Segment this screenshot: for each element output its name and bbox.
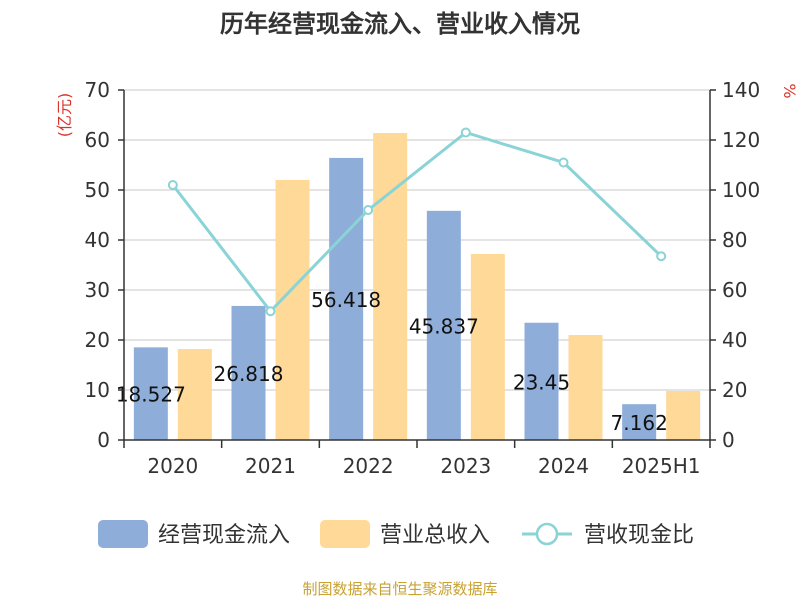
footer-source: 制图数据来自恒生聚源数据库 xyxy=(302,580,497,598)
y-left-tick-label: 20 xyxy=(85,328,110,352)
legend-swatch-cash-inflow xyxy=(98,520,148,548)
y-right-tick-label: 100 xyxy=(722,178,760,202)
bar-cash-inflow xyxy=(426,210,461,440)
chart-title: 历年经营现金流入、营业收入情况 xyxy=(220,10,580,38)
x-tick-label: 2023 xyxy=(440,454,491,478)
y-right-tick-label: 80 xyxy=(722,228,747,252)
data-label: 56.418 xyxy=(311,288,381,312)
bar-revenue xyxy=(470,254,505,440)
line-series xyxy=(167,127,667,317)
legend-label-ratio: 营收现金比 xyxy=(584,523,694,548)
bar-cash-inflow xyxy=(524,322,559,440)
bar-revenue xyxy=(666,391,701,440)
bar-revenue xyxy=(373,133,408,440)
y-right-tick-label: 0 xyxy=(722,428,735,452)
bar-cash-inflow xyxy=(622,404,657,440)
axes xyxy=(123,90,711,441)
y-right-tick-label: 60 xyxy=(722,278,747,302)
legend-swatch-marker xyxy=(535,522,559,546)
line-point xyxy=(558,157,569,168)
y-left-ticks: 0 10 20 30 40 50 60 70 xyxy=(85,78,124,452)
gridlines xyxy=(124,89,710,391)
y-left-tick-label: 10 xyxy=(85,378,110,402)
y-right-tick-label: 40 xyxy=(722,328,747,352)
bar-cash-inflow xyxy=(329,157,364,440)
line-ratio xyxy=(171,130,663,314)
y-left-tick-label: 60 xyxy=(85,128,110,152)
y-right-axis-label: % xyxy=(780,83,799,98)
y-right-tick-label: 120 xyxy=(722,128,760,152)
line-point xyxy=(265,306,276,317)
legend-label-revenue: 营业总收入 xyxy=(380,523,490,548)
y-right-tick-label: 20 xyxy=(722,378,747,402)
data-label: 7.162 xyxy=(611,411,668,435)
bars xyxy=(133,133,701,440)
y-left-tick-label: 0 xyxy=(97,428,110,452)
x-tick-label: 2024 xyxy=(538,454,589,478)
bar-revenue xyxy=(275,180,310,440)
x-tick-label: 2021 xyxy=(245,454,296,478)
data-label: 26.818 xyxy=(214,362,284,386)
legend-label-cash-inflow: 经营现金流入 xyxy=(158,523,290,548)
data-labels: 18.527 26.818 56.418 45.837 23.45 7.162 xyxy=(116,288,668,435)
y-left-tick-label: 30 xyxy=(85,278,110,302)
line-point xyxy=(167,180,178,190)
x-ticks: 2020 2021 2022 2023 2024 2025H1 xyxy=(123,440,711,478)
bar-revenue xyxy=(568,335,603,440)
x-tick-label: 2020 xyxy=(147,454,198,478)
data-label: 23.45 xyxy=(513,370,570,394)
data-label: 45.837 xyxy=(409,314,479,338)
line-point xyxy=(460,127,471,138)
x-tick-label: 2022 xyxy=(343,454,394,478)
y-right-ticks: 0 20 40 60 80 100 120 140 xyxy=(710,78,760,452)
line-point xyxy=(656,251,667,262)
legend-swatch-revenue xyxy=(320,520,370,548)
data-label: 18.527 xyxy=(116,383,186,407)
legend: 经营现金流入 营业总收入 营收现金比 xyxy=(98,520,694,548)
bar-revenue xyxy=(177,349,212,440)
y-left-axis-label: (亿元) xyxy=(55,93,74,138)
y-left-tick-label: 40 xyxy=(85,228,110,252)
bar-cash-inflow xyxy=(133,347,168,440)
line-point xyxy=(363,205,374,215)
y-left-tick-label: 70 xyxy=(85,78,110,102)
bar-cash-inflow xyxy=(231,305,266,440)
y-right-tick-label: 140 xyxy=(722,78,760,102)
x-tick-label: 2025H1 xyxy=(622,454,701,478)
y-left-tick-label: 50 xyxy=(85,178,110,202)
